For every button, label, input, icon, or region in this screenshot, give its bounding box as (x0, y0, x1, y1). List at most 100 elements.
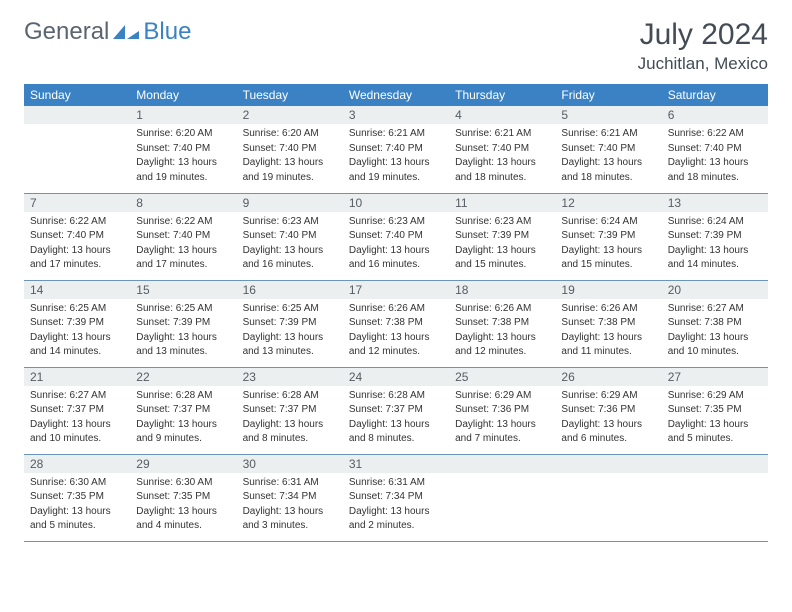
day-number (555, 455, 661, 473)
day-content: Sunrise: 6:21 AMSunset: 7:40 PMDaylight:… (343, 124, 449, 191)
day-number: 26 (555, 368, 661, 386)
daylight-line: Daylight: 13 hours and 7 minutes. (455, 418, 549, 447)
sunset-line: Sunset: 7:37 PM (243, 403, 337, 418)
calendar-cell: 13Sunrise: 6:24 AMSunset: 7:39 PMDayligh… (662, 193, 768, 280)
daylight-line: Daylight: 13 hours and 9 minutes. (136, 418, 230, 447)
day-header: Saturday (662, 84, 768, 106)
logo-text-general: General (24, 18, 109, 46)
day-header-row: SundayMondayTuesdayWednesdayThursdayFrid… (24, 84, 768, 106)
day-content: Sunrise: 6:22 AMSunset: 7:40 PMDaylight:… (662, 124, 768, 191)
day-content: Sunrise: 6:23 AMSunset: 7:40 PMDaylight:… (343, 212, 449, 279)
sunset-line: Sunset: 7:40 PM (136, 229, 230, 244)
day-content: Sunrise: 6:26 AMSunset: 7:38 PMDaylight:… (449, 299, 555, 366)
calendar-cell: 8Sunrise: 6:22 AMSunset: 7:40 PMDaylight… (130, 193, 236, 280)
calendar-cell: 19Sunrise: 6:26 AMSunset: 7:38 PMDayligh… (555, 280, 661, 367)
day-number (24, 106, 130, 124)
day-content: Sunrise: 6:27 AMSunset: 7:37 PMDaylight:… (24, 386, 130, 453)
daylight-line: Daylight: 13 hours and 10 minutes. (668, 331, 762, 360)
calendar-cell: 15Sunrise: 6:25 AMSunset: 7:39 PMDayligh… (130, 280, 236, 367)
day-content: Sunrise: 6:29 AMSunset: 7:36 PMDaylight:… (555, 386, 661, 453)
calendar-cell: 1Sunrise: 6:20 AMSunset: 7:40 PMDaylight… (130, 106, 236, 193)
day-content: Sunrise: 6:20 AMSunset: 7:40 PMDaylight:… (130, 124, 236, 191)
daylight-line: Daylight: 13 hours and 13 minutes. (243, 331, 337, 360)
calendar-cell: 20Sunrise: 6:27 AMSunset: 7:38 PMDayligh… (662, 280, 768, 367)
day-content: Sunrise: 6:28 AMSunset: 7:37 PMDaylight:… (130, 386, 236, 453)
sunset-line: Sunset: 7:40 PM (243, 142, 337, 157)
day-number: 2 (237, 106, 343, 124)
logo-sail-icon (111, 23, 141, 41)
day-number: 11 (449, 194, 555, 212)
day-content: Sunrise: 6:20 AMSunset: 7:40 PMDaylight:… (237, 124, 343, 191)
daylight-line: Daylight: 13 hours and 10 minutes. (30, 418, 124, 447)
day-content: Sunrise: 6:25 AMSunset: 7:39 PMDaylight:… (237, 299, 343, 366)
calendar-cell: 11Sunrise: 6:23 AMSunset: 7:39 PMDayligh… (449, 193, 555, 280)
day-number: 28 (24, 455, 130, 473)
daylight-line: Daylight: 13 hours and 5 minutes. (668, 418, 762, 447)
day-number: 22 (130, 368, 236, 386)
header: General Blue July 2024 Juchitlan, Mexico (24, 18, 768, 74)
sunset-line: Sunset: 7:38 PM (668, 316, 762, 331)
day-number: 7 (24, 194, 130, 212)
day-content: Sunrise: 6:26 AMSunset: 7:38 PMDaylight:… (343, 299, 449, 366)
calendar-cell: 31Sunrise: 6:31 AMSunset: 7:34 PMDayligh… (343, 454, 449, 541)
sunrise-line: Sunrise: 6:27 AM (668, 302, 762, 317)
sunrise-line: Sunrise: 6:28 AM (349, 389, 443, 404)
sunrise-line: Sunrise: 6:30 AM (30, 476, 124, 491)
sunset-line: Sunset: 7:38 PM (349, 316, 443, 331)
day-number: 20 (662, 281, 768, 299)
daylight-line: Daylight: 13 hours and 17 minutes. (136, 244, 230, 273)
day-number: 30 (237, 455, 343, 473)
logo-text-blue: Blue (143, 18, 191, 46)
day-number: 17 (343, 281, 449, 299)
sunrise-line: Sunrise: 6:31 AM (243, 476, 337, 491)
day-content: Sunrise: 6:28 AMSunset: 7:37 PMDaylight:… (343, 386, 449, 453)
daylight-line: Daylight: 13 hours and 16 minutes. (243, 244, 337, 273)
day-number (662, 455, 768, 473)
day-number: 12 (555, 194, 661, 212)
daylight-line: Daylight: 13 hours and 6 minutes. (561, 418, 655, 447)
sunset-line: Sunset: 7:39 PM (455, 229, 549, 244)
daylight-line: Daylight: 13 hours and 18 minutes. (455, 156, 549, 185)
day-content: Sunrise: 6:21 AMSunset: 7:40 PMDaylight:… (555, 124, 661, 191)
day-content: Sunrise: 6:30 AMSunset: 7:35 PMDaylight:… (130, 473, 236, 540)
sunrise-line: Sunrise: 6:22 AM (668, 127, 762, 142)
day-content (662, 473, 768, 482)
daylight-line: Daylight: 13 hours and 2 minutes. (349, 505, 443, 534)
sunset-line: Sunset: 7:35 PM (136, 490, 230, 505)
day-header: Wednesday (343, 84, 449, 106)
daylight-line: Daylight: 13 hours and 5 minutes. (30, 505, 124, 534)
day-content: Sunrise: 6:27 AMSunset: 7:38 PMDaylight:… (662, 299, 768, 366)
daylight-line: Daylight: 13 hours and 14 minutes. (668, 244, 762, 273)
day-number: 5 (555, 106, 661, 124)
daylight-line: Daylight: 13 hours and 8 minutes. (349, 418, 443, 447)
sunrise-line: Sunrise: 6:29 AM (455, 389, 549, 404)
daylight-line: Daylight: 13 hours and 19 minutes. (349, 156, 443, 185)
day-number: 25 (449, 368, 555, 386)
day-content: Sunrise: 6:23 AMSunset: 7:39 PMDaylight:… (449, 212, 555, 279)
day-number (449, 455, 555, 473)
day-number: 14 (24, 281, 130, 299)
calendar-cell: 22Sunrise: 6:28 AMSunset: 7:37 PMDayligh… (130, 367, 236, 454)
sunset-line: Sunset: 7:40 PM (561, 142, 655, 157)
calendar-cell: 17Sunrise: 6:26 AMSunset: 7:38 PMDayligh… (343, 280, 449, 367)
calendar-cell: 18Sunrise: 6:26 AMSunset: 7:38 PMDayligh… (449, 280, 555, 367)
sunrise-line: Sunrise: 6:24 AM (561, 215, 655, 230)
day-number: 3 (343, 106, 449, 124)
day-content: Sunrise: 6:21 AMSunset: 7:40 PMDaylight:… (449, 124, 555, 191)
sunset-line: Sunset: 7:40 PM (349, 229, 443, 244)
sunrise-line: Sunrise: 6:21 AM (455, 127, 549, 142)
calendar-cell: 6Sunrise: 6:22 AMSunset: 7:40 PMDaylight… (662, 106, 768, 193)
daylight-line: Daylight: 13 hours and 12 minutes. (349, 331, 443, 360)
calendar-cell: 28Sunrise: 6:30 AMSunset: 7:35 PMDayligh… (24, 454, 130, 541)
calendar-week-row: 21Sunrise: 6:27 AMSunset: 7:37 PMDayligh… (24, 367, 768, 454)
calendar-cell: 27Sunrise: 6:29 AMSunset: 7:35 PMDayligh… (662, 367, 768, 454)
calendar-cell: 26Sunrise: 6:29 AMSunset: 7:36 PMDayligh… (555, 367, 661, 454)
day-number: 18 (449, 281, 555, 299)
calendar-cell: 4Sunrise: 6:21 AMSunset: 7:40 PMDaylight… (449, 106, 555, 193)
sunset-line: Sunset: 7:39 PM (30, 316, 124, 331)
daylight-line: Daylight: 13 hours and 12 minutes. (455, 331, 549, 360)
day-number: 21 (24, 368, 130, 386)
day-number: 10 (343, 194, 449, 212)
sunrise-line: Sunrise: 6:22 AM (30, 215, 124, 230)
day-content: Sunrise: 6:25 AMSunset: 7:39 PMDaylight:… (130, 299, 236, 366)
